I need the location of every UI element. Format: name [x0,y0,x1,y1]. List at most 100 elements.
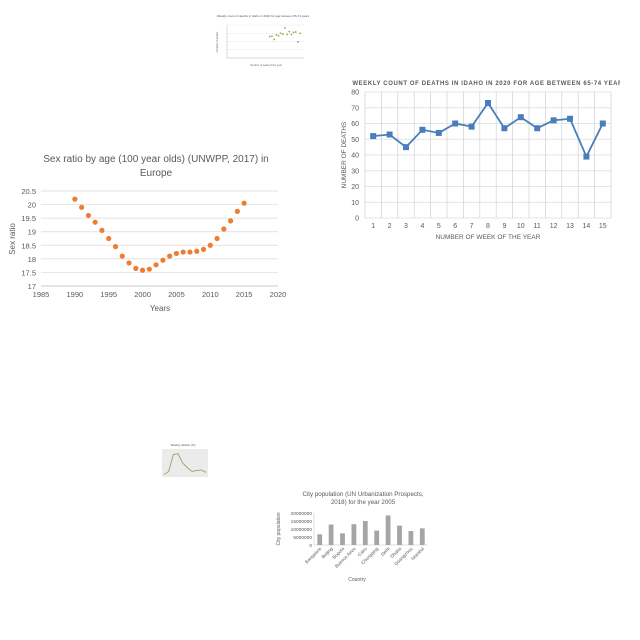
data-point [221,226,227,232]
x-tick-label: 10 [517,223,525,230]
data-marker [550,117,557,124]
data-point [187,249,193,255]
x-tick-label: 4 [420,223,424,230]
line-chart-svg: WEEKLY COUNT OF DEATHS IN IDAHO IN 2020 … [341,81,627,241]
data-point [234,208,240,214]
chart-sex-ratio: Sex ratio by age (100 year olds) (UNWPP,… [0,148,300,320]
data-point [214,235,220,242]
y-tick-label: 20 [28,201,36,210]
data-marker [501,125,508,132]
data-point [92,219,98,225]
data-point [146,266,152,272]
x-tick-label: 2010 [202,290,219,299]
x-tick-label: 15 [599,223,607,230]
y-tick-label: 20.5 [21,187,36,196]
data-point [126,260,132,266]
data-point [228,218,234,224]
data-point [167,253,173,259]
chart-title: Weekly deaths (%) [170,443,195,447]
y-tick-label: 70 [351,105,359,112]
city-population-chart-svg: City population (UN Urbanization Prospec… [276,491,428,583]
y-tick-label: 50 [351,137,359,144]
data-point [271,35,273,38]
x-tick-label: 2 [388,223,392,230]
data-point [133,265,139,271]
x-tick-label: 2005 [168,290,185,299]
x-tick-label: 5 [437,223,441,230]
data-point [160,257,166,263]
chart-title: City population (UN Urbanization Prospec… [302,491,423,506]
chart-title: WEEKLY COUNT OF DEATHS IN IDAHO IN 2020 … [352,81,620,87]
data-point [273,38,276,41]
bar [374,530,380,545]
data-point [288,30,291,33]
data-marker [370,133,377,140]
data-point [281,33,284,35]
data-point [153,262,159,268]
x-tick-label: 9 [502,223,506,230]
data-point [119,253,125,259]
bar [408,531,414,545]
data-point [286,33,289,36]
y-tick-label: 17.5 [21,268,36,277]
y-tick-label: 17 [28,282,36,291]
x-tick-label: 12 [550,223,558,230]
y-tick-label: 10000000 [291,527,313,533]
data-marker [386,131,393,138]
data-point [299,32,302,35]
chart-city-population: City population (UN Urbanization Prospec… [268,486,438,586]
x-tick-label: Delhi [380,546,391,557]
chart-small-scatter-deaths: Weekly count of deaths in Idaho in 2020 … [210,10,310,68]
bar [385,515,391,545]
x-tick-label: 2015 [236,290,253,299]
bar [351,524,357,545]
bar [317,534,323,545]
data-point [106,235,112,242]
data-point [241,200,247,206]
series-line [163,453,207,475]
x-tick-label: 1 [371,223,375,230]
bar [362,521,368,545]
x-tick-label: 11 [534,223,541,230]
y-axis-label: City population [276,512,282,545]
x-tick-label: Istanbul [410,546,425,561]
data-point [173,250,180,257]
data-point [284,26,286,29]
chart-small-line: Weekly deaths (%) [153,440,211,484]
x-tick-label: 6 [453,223,457,230]
sex-ratio-chart-svg: Sex ratio by age (100 year olds) (UNWPP,… [8,154,287,313]
data-marker [403,144,409,151]
y-tick-label: 18.5 [21,241,36,250]
y-tick-label: 30 [351,168,359,175]
y-tick-label: 80 [351,90,359,97]
x-axis-label: NUMBER OF WEEK OF THE YEAR [436,234,541,241]
plot-background [162,449,208,477]
x-tick-label: 2000 [134,290,151,299]
data-point [292,31,295,34]
data-point [200,246,207,252]
x-tick-label: 13 [566,223,574,230]
x-tick-label: 1985 [33,290,50,299]
data-point [207,242,213,248]
y-tick-label: 20 [351,184,359,191]
x-tick-label: 7 [470,223,474,230]
x-tick-label: 1995 [100,290,117,299]
data-point [85,212,91,219]
chart-title: Sex ratio by age (100 year olds) (UNWPP,… [43,154,268,179]
data-point [112,244,119,250]
data-point [294,31,297,33]
x-tick-label: 2020 [270,290,287,299]
data-point [275,34,278,36]
data-point [72,196,78,202]
data-point [99,227,105,233]
y-axis-label: Number of deaths [215,31,219,52]
data-marker [452,120,459,127]
y-tick-label: 19 [28,228,36,237]
y-tick-label: 19.5 [21,214,36,223]
data-point [277,34,280,37]
x-tick-label: 8 [486,223,490,230]
data-point [297,41,299,43]
y-tick-label: 15000000 [291,519,313,525]
data-point [180,249,186,255]
x-axis-label: Years [150,304,170,313]
